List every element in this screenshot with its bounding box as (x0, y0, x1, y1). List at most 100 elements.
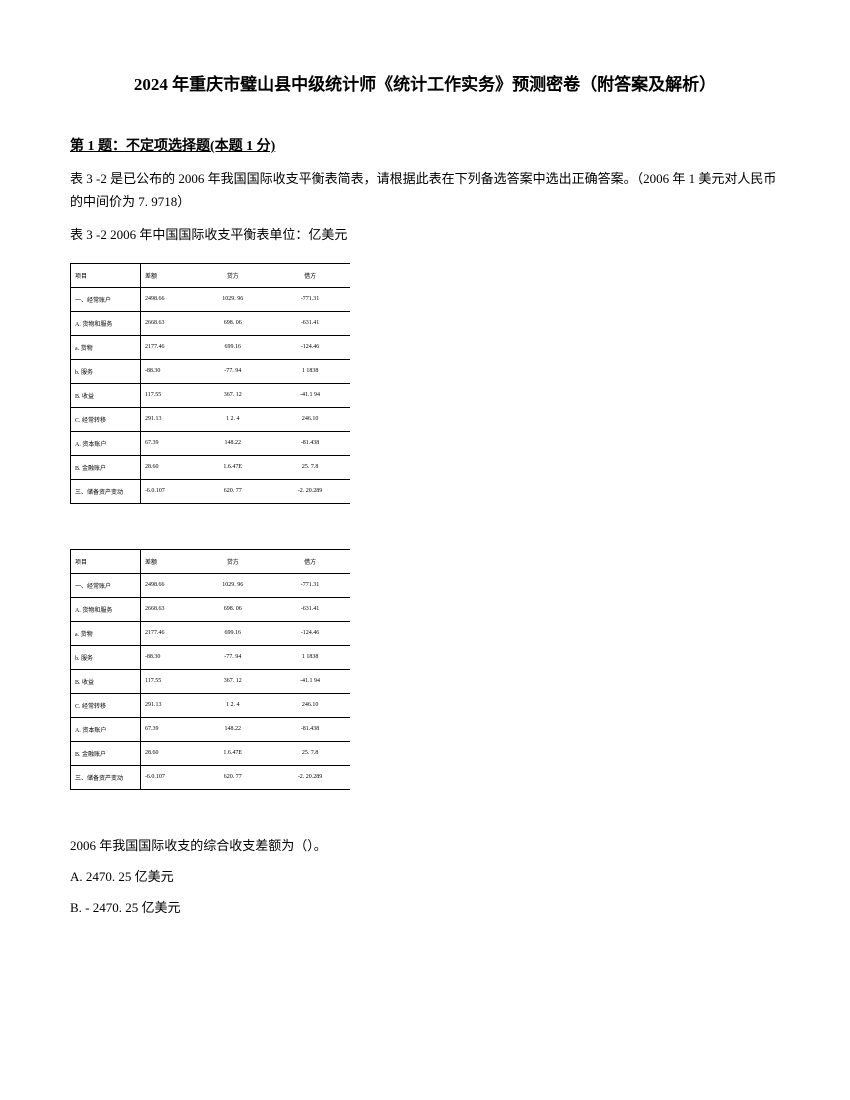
table-row: a. 货物 2177.46 699.16 -124.46 (71, 621, 351, 645)
table-header-row: 项目 差额 贷方 借方 (71, 263, 351, 287)
table-row: C. 经常转移 291.13 1 2. 4 246.10 (71, 407, 351, 431)
answer-option-a: A. 2470. 25 亿美元 (70, 866, 780, 885)
cell: 67.39 (140, 431, 195, 455)
cell: 2668.63 (140, 597, 195, 621)
cell: 2498.66 (140, 573, 195, 597)
table-caption: 表 3 -2 2006 年中国国际收支平衡表单位：亿美元 (70, 224, 780, 243)
cell: -77. 94 (195, 645, 270, 669)
cell: 2177.46 (140, 335, 195, 359)
document-title: 2024 年重庆市璧山县中级统计师《统计工作实务》预测密卷（附答案及解析） (70, 70, 780, 95)
table-row: b. 服务 -88.30 -77. 94 1 1838 (71, 645, 351, 669)
cell: 246.10 (270, 693, 350, 717)
cell: -81.438 (270, 431, 350, 455)
cell: 699.16 (195, 621, 270, 645)
cell: -6.0.107 (140, 479, 195, 503)
header-cell: 项目 (71, 263, 141, 287)
table-row: A. 货物和服务 2668.63 698. 06 -631.41 (71, 597, 351, 621)
cell: B. 收益 (71, 383, 141, 407)
cell: 699.16 (195, 335, 270, 359)
cell: C. 经常转移 (71, 693, 141, 717)
balance-table-2: 项目 差额 贷方 借方 一、经常账户 2498.66 1029. 96 -771… (70, 549, 350, 790)
cell: 1 1838 (270, 645, 350, 669)
table-row: B. 收益 117.55 367. 12 -41.1 94 (71, 669, 351, 693)
cell: 117.55 (140, 669, 195, 693)
cell: -77. 94 (195, 359, 270, 383)
cell: 367. 12 (195, 669, 270, 693)
cell: -6.0.107 (140, 765, 195, 789)
cell: 25. 7.8 (270, 455, 350, 479)
cell: 三、储备资产变动 (71, 765, 141, 789)
header-cell: 差额 (140, 263, 195, 287)
cell: 246.10 (270, 407, 350, 431)
cell: b. 服务 (71, 359, 141, 383)
cell: 1 2. 4 (195, 407, 270, 431)
header-cell: 项目 (71, 549, 141, 573)
cell: 2177.46 (140, 621, 195, 645)
table-row: C. 经常转移 291.13 1 2. 4 246.10 (71, 693, 351, 717)
cell: -41.1 94 (270, 669, 350, 693)
cell: B. 收益 (71, 669, 141, 693)
balance-table-1: 项目 差额 贷方 借方 一、经常账户 2498.66 1029. 96 -771… (70, 263, 350, 504)
cell: -2. 20.289 (270, 479, 350, 503)
table-row: B. 金融账户 28.60 1.6.47E 25. 7.8 (71, 741, 351, 765)
cell: 28.60 (140, 741, 195, 765)
table-row: 一、经常账户 2498.66 1029. 96 -771.31 (71, 287, 351, 311)
table-row: b. 服务 -88.30 -77. 94 1 1838 (71, 359, 351, 383)
table-row: A. 货物和服务 2668.63 698. 06 -631.41 (71, 311, 351, 335)
cell: 1.6.47E (195, 455, 270, 479)
table-row: B. 金融账户 28.60 1.6.47E 25. 7.8 (71, 455, 351, 479)
cell: B. 金融账户 (71, 741, 141, 765)
cell: 117.55 (140, 383, 195, 407)
cell: A. 货物和服务 (71, 597, 141, 621)
cell: C. 经常转移 (71, 407, 141, 431)
header-cell: 贷方 (195, 263, 270, 287)
header-cell: 借方 (270, 263, 350, 287)
cell: -88.30 (140, 359, 195, 383)
cell: A. 货物和服务 (71, 311, 141, 335)
cell: 291.13 (140, 407, 195, 431)
cell: -88.30 (140, 645, 195, 669)
cell: -124.46 (270, 335, 350, 359)
cell: 一、经常账户 (71, 573, 141, 597)
cell: 三、储备资产变动 (71, 479, 141, 503)
header-cell: 差额 (140, 549, 195, 573)
cell: 1 2. 4 (195, 693, 270, 717)
table-row: 一、经常账户 2498.66 1029. 96 -771.31 (71, 573, 351, 597)
cell: 25. 7.8 (270, 741, 350, 765)
table-row: B. 收益 117.55 367. 12 -41.1 94 (71, 383, 351, 407)
cell: 2498.66 (140, 287, 195, 311)
cell: -2. 20.289 (270, 765, 350, 789)
cell: -771.31 (270, 287, 350, 311)
cell: 291.13 (140, 693, 195, 717)
answer-option-b: B. - 2470. 25 亿美元 (70, 897, 780, 916)
cell: -631.41 (270, 311, 350, 335)
cell: 1029. 96 (195, 287, 270, 311)
question-text: 表 3 -2 是已公布的 2006 年我国国际收支平衡表简表，请根据此表在下列备… (70, 167, 780, 214)
table-row: A. 资本账户 67.39 148.22 -81.438 (71, 717, 351, 741)
cell: a. 货物 (71, 621, 141, 645)
cell: 620. 77 (195, 479, 270, 503)
cell: -771.31 (270, 573, 350, 597)
cell: 1 1838 (270, 359, 350, 383)
cell: 1.6.47E (195, 741, 270, 765)
cell: A. 资本账户 (71, 717, 141, 741)
cell: B. 金融账户 (71, 455, 141, 479)
cell: A. 资本账户 (71, 431, 141, 455)
cell: a. 货物 (71, 335, 141, 359)
header-cell: 借方 (270, 549, 350, 573)
cell: -41.1 94 (270, 383, 350, 407)
cell: 148.22 (195, 431, 270, 455)
cell: b. 服务 (71, 645, 141, 669)
cell: 67.39 (140, 717, 195, 741)
table-row: 三、储备资产变动 -6.0.107 620. 77 -2. 20.289 (71, 479, 351, 503)
cell: 28.60 (140, 455, 195, 479)
header-cell: 贷方 (195, 549, 270, 573)
table-row: a. 货物 2177.46 699.16 -124.46 (71, 335, 351, 359)
cell: 620. 77 (195, 765, 270, 789)
cell: -631.41 (270, 597, 350, 621)
sub-question: 2006 年我国国际收支的综合收支差额为（）。 (70, 835, 780, 854)
cell: 148.22 (195, 717, 270, 741)
table-header-row: 项目 差额 贷方 借方 (71, 549, 351, 573)
cell: 698. 06 (195, 311, 270, 335)
cell: 一、经常账户 (71, 287, 141, 311)
